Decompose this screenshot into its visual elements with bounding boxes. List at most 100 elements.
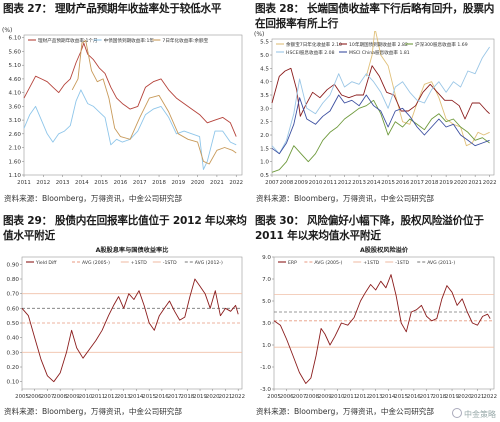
x-tick-label: 2011 bbox=[17, 180, 31, 186]
legend-label: 中债国债到期收益率:1年 bbox=[104, 37, 155, 44]
y-tick-label: 0.90 bbox=[7, 262, 20, 268]
y-tick-label: 3.5 bbox=[260, 93, 269, 99]
chart-source: 资料来源：Bloomberg，万得资讯，中金公司研究部 bbox=[256, 194, 434, 203]
y-tick-label: 0.5 bbox=[260, 173, 269, 179]
x-tick-label: 2014 bbox=[75, 180, 89, 186]
legend-label: AVG (2011-) bbox=[427, 260, 455, 266]
y-tick-label: 2.5 bbox=[260, 120, 269, 126]
x-tick-label: 2021 bbox=[219, 394, 233, 400]
x-tick-label: 2016 bbox=[155, 394, 169, 400]
y-tick-label: 5.0 bbox=[260, 53, 269, 59]
y-tick-label: 1.5 bbox=[260, 146, 269, 152]
x-tick-label: 2018 bbox=[180, 394, 194, 400]
legend-label: AVG (2005-) bbox=[82, 260, 110, 266]
y-tick-label: 4.5 bbox=[260, 66, 269, 72]
wechat-logo-icon bbox=[452, 408, 462, 418]
x-tick-label: 2022 bbox=[483, 180, 497, 186]
legend-label: Yield Diff bbox=[35, 260, 57, 266]
y-tick-label: 1.0 bbox=[262, 343, 271, 349]
chart-title-text: 长端国债收益率下行后略有回升，股票内在回报率有所上行 bbox=[255, 3, 495, 30]
series-line bbox=[273, 274, 491, 384]
y-tick-label: 1.10 bbox=[9, 173, 22, 179]
chart-title: 图表 27： 理财产品预期年收益率处于较低水平 bbox=[3, 2, 248, 17]
y-tick-label: -3.0 bbox=[260, 387, 271, 393]
legend-label: 理财产品预期年收益率:1个月 bbox=[38, 37, 98, 44]
x-tick-label: 2010 bbox=[331, 394, 345, 400]
x-tick-label: 2020 bbox=[454, 180, 468, 186]
plot-frame bbox=[271, 38, 495, 176]
x-tick-label: 2017 bbox=[133, 180, 147, 186]
y-tick-label: -1.0 bbox=[260, 365, 271, 371]
plot-frame bbox=[23, 34, 243, 176]
chart-label: 图表 30： bbox=[255, 215, 305, 227]
x-tick-label: 2014 bbox=[130, 394, 144, 400]
y-tick-label: 7.0 bbox=[262, 277, 271, 283]
x-tick-label: 2019 bbox=[439, 180, 453, 186]
y-tick-label: 0.50 bbox=[7, 321, 20, 327]
legend-label: 10年期国债到期收益率 2.82 bbox=[349, 41, 408, 48]
x-tick-label: 2013 bbox=[369, 394, 383, 400]
x-tick-label: 2016 bbox=[114, 180, 128, 186]
x-tick-label: 2011 bbox=[343, 394, 357, 400]
y-tick-label: 9.0 bbox=[262, 255, 271, 261]
x-tick-label: 2012 bbox=[338, 180, 352, 186]
x-tick-label: 2013 bbox=[117, 394, 131, 400]
legend-label: +1STD bbox=[131, 260, 147, 266]
y-tick-label: 0.80 bbox=[7, 277, 20, 283]
x-tick-label: 2018 bbox=[425, 180, 439, 186]
x-tick-label: 2021 bbox=[468, 180, 482, 186]
legend-label: ERP bbox=[288, 260, 297, 266]
legend-label: -1STD bbox=[163, 260, 177, 266]
x-tick-label: 2022 bbox=[483, 394, 497, 400]
x-tick-label: 2012 bbox=[356, 394, 370, 400]
x-tick-label: 2014 bbox=[367, 180, 381, 186]
x-tick-label: 2016 bbox=[396, 180, 410, 186]
x-tick-label: 2021 bbox=[210, 180, 224, 186]
y-tick-label: 2.0 bbox=[260, 133, 269, 139]
x-tick-label: 2007 bbox=[41, 394, 55, 400]
x-tick-label: 2017 bbox=[410, 180, 424, 186]
series-line bbox=[365, 31, 490, 147]
y-tick-label: 0.70 bbox=[7, 292, 20, 298]
y-tick-label: 3.60 bbox=[9, 104, 22, 110]
y-tick-label: 1.60 bbox=[9, 159, 22, 165]
x-tick-label: 2020 bbox=[458, 394, 472, 400]
x-tick-label: 2007 bbox=[293, 394, 307, 400]
x-tick-label: 2015 bbox=[142, 394, 156, 400]
x-tick-label: 2022 bbox=[231, 394, 245, 400]
legend-label: AVG (2012-) bbox=[195, 260, 223, 266]
x-tick-label: 2020 bbox=[191, 180, 205, 186]
x-tick-label: 2007 bbox=[265, 180, 279, 186]
y-tick-label: 1.0 bbox=[260, 160, 269, 166]
x-tick-label: 2015 bbox=[381, 180, 395, 186]
x-tick-label: 2008 bbox=[280, 180, 294, 186]
x-tick-label: 2008 bbox=[305, 394, 319, 400]
y-tick-label: 5.5 bbox=[260, 40, 269, 46]
chart-28: (%) 0.5 1.0 1.5 2.0 2.5 3.0 3.5 4.0 4.5 5.0 5.5 2007… bbox=[254, 31, 497, 186]
chart-title: 图表 30： 风险偏好小幅下降，股权风险溢价位于 2011 年以来均值水平附近 bbox=[255, 214, 500, 244]
x-tick-label: 2006 bbox=[28, 394, 42, 400]
chart-label: 图表 29： bbox=[3, 215, 53, 227]
y-tick-label: 0.60 bbox=[7, 306, 20, 312]
y-tick-label: 0.20 bbox=[7, 365, 20, 371]
x-tick-label: 2008 bbox=[53, 394, 67, 400]
chart-label: 图表 27： bbox=[3, 3, 53, 15]
x-tick-label: 2012 bbox=[104, 394, 118, 400]
y-tick-label: 0.10 bbox=[7, 380, 20, 386]
chart-30: A股股权风险溢价-3.0-1.01.03.05.07.09.0200520062… bbox=[260, 246, 497, 400]
y-tick-label: 5.0 bbox=[262, 299, 271, 305]
watermark-text: 中金策略 bbox=[464, 410, 496, 419]
series-line bbox=[271, 65, 490, 120]
x-tick-label: 2021 bbox=[471, 394, 485, 400]
y-tick-label: 3.0 bbox=[260, 106, 269, 112]
y-tick-label: 0.30 bbox=[7, 350, 20, 356]
legend-label: 7日年化收益率:余额宝 bbox=[162, 37, 208, 44]
series-line bbox=[21, 278, 239, 383]
chart-title: 图表 29： 股债内在回报率比值位于 2012 年以来均值水平附近 bbox=[3, 214, 248, 244]
plot-frame bbox=[273, 256, 495, 390]
chart-inner-title: A股股权风险溢价 bbox=[360, 246, 409, 254]
x-tick-label: 2019 bbox=[445, 394, 459, 400]
y-tick-label: 5.10 bbox=[9, 63, 22, 69]
chart-panel-28: 图表 28： 长端国债收益率下行后略有回升，股票内在回报率有所上行 (%) 0.5 1… bbox=[252, 0, 500, 203]
legend-label: 余额宝7日年化收益率 2.10 bbox=[286, 41, 342, 48]
